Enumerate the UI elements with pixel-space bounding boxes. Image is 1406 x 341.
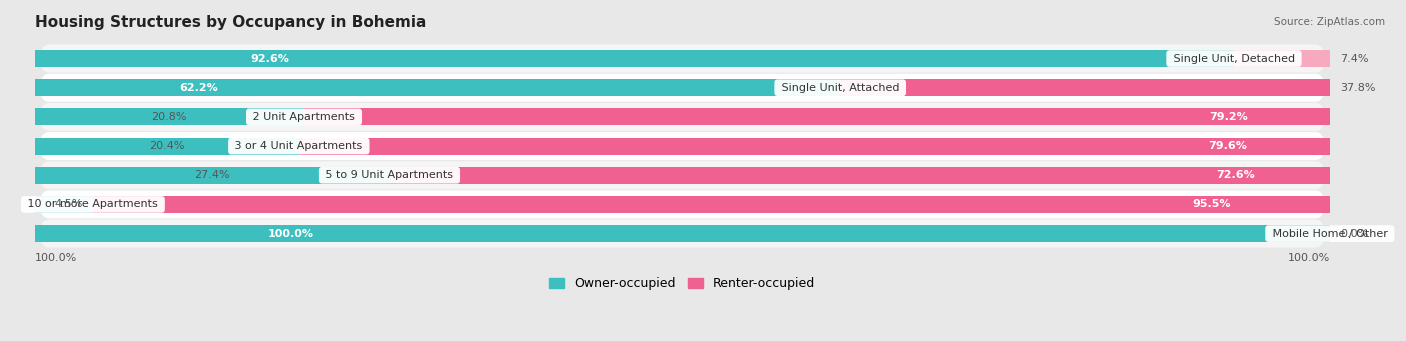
Bar (35, 225, 1330, 242)
Text: 95.5%: 95.5% (1192, 199, 1230, 209)
Text: 72.6%: 72.6% (1216, 170, 1254, 180)
Text: 3 or 4 Unit Apartments: 3 or 4 Unit Apartments (232, 141, 366, 151)
Text: 100.0%: 100.0% (267, 228, 314, 239)
FancyBboxPatch shape (38, 45, 1326, 73)
Text: 100.0%: 100.0% (1288, 253, 1330, 264)
Text: Single Unit, Attached: Single Unit, Attached (778, 83, 903, 93)
Text: 79.2%: 79.2% (1209, 112, 1247, 122)
Text: 4.5%: 4.5% (55, 199, 83, 209)
Text: Mobile Home / Other: Mobile Home / Other (1268, 228, 1391, 239)
Bar (35, 79, 841, 96)
Text: Single Unit, Detached: Single Unit, Detached (1170, 54, 1298, 63)
Text: 27.4%: 27.4% (194, 170, 229, 180)
Text: 20.8%: 20.8% (152, 112, 187, 122)
Bar (841, 79, 1330, 96)
Bar (299, 138, 1330, 154)
Text: 92.6%: 92.6% (250, 54, 290, 63)
Bar (35, 108, 304, 125)
Bar (35, 167, 389, 184)
FancyBboxPatch shape (38, 132, 1326, 160)
FancyBboxPatch shape (38, 103, 1326, 131)
Bar (93, 196, 1330, 213)
Text: Housing Structures by Occupancy in Bohemia: Housing Structures by Occupancy in Bohem… (35, 15, 426, 30)
Text: 10 or more Apartments: 10 or more Apartments (24, 199, 162, 209)
Bar (389, 167, 1330, 184)
Bar (35, 138, 299, 154)
Text: 2 Unit Apartments: 2 Unit Apartments (249, 112, 359, 122)
Bar (304, 108, 1330, 125)
Text: 5 to 9 Unit Apartments: 5 to 9 Unit Apartments (322, 170, 457, 180)
Legend: Owner-occupied, Renter-occupied: Owner-occupied, Renter-occupied (544, 272, 820, 295)
Text: 79.6%: 79.6% (1209, 141, 1247, 151)
Text: 62.2%: 62.2% (180, 83, 218, 93)
FancyBboxPatch shape (38, 190, 1326, 219)
Text: Source: ZipAtlas.com: Source: ZipAtlas.com (1274, 17, 1385, 27)
Text: 20.4%: 20.4% (149, 141, 184, 151)
FancyBboxPatch shape (38, 74, 1326, 102)
Text: 0.0%: 0.0% (1340, 228, 1368, 239)
FancyBboxPatch shape (38, 220, 1326, 248)
Text: 37.8%: 37.8% (1340, 83, 1375, 93)
Bar (35, 196, 93, 213)
Text: 7.4%: 7.4% (1340, 54, 1368, 63)
Text: 100.0%: 100.0% (35, 253, 77, 264)
Bar (35, 50, 1234, 67)
Bar (1234, 50, 1330, 67)
FancyBboxPatch shape (38, 161, 1326, 189)
